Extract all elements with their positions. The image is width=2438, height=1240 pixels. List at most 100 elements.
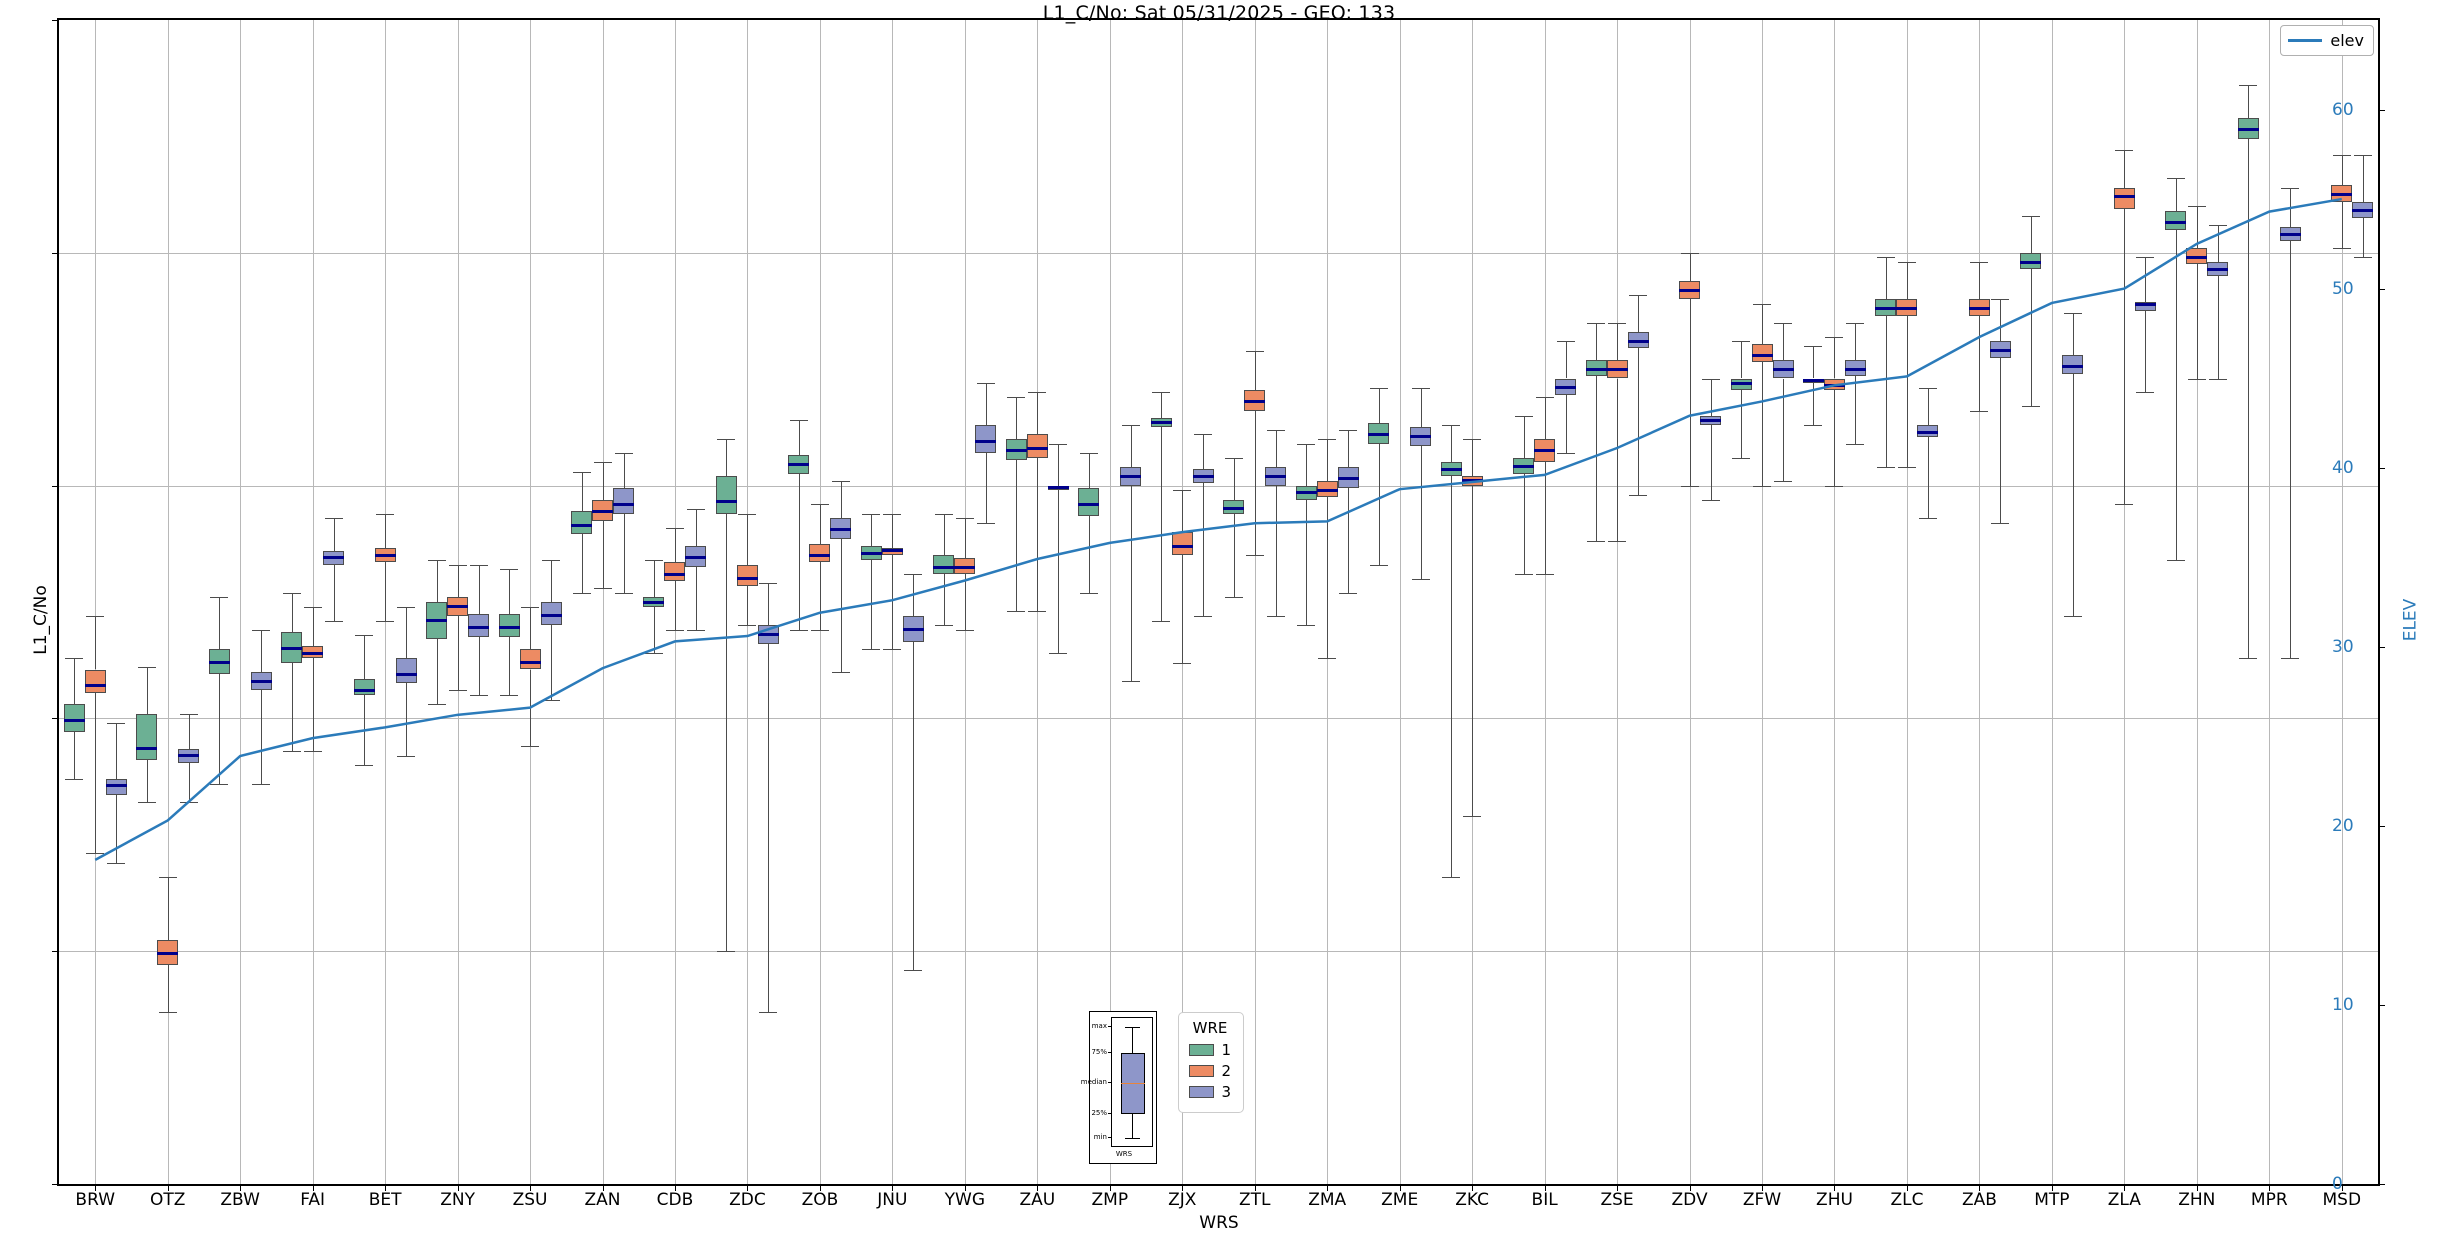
median-line [2113, 195, 2135, 199]
whisker-upper [623, 453, 625, 488]
median-line [498, 626, 520, 630]
y-tick-label-right: 0 [2332, 1174, 2343, 1194]
cap-max [500, 569, 519, 571]
cap-min [686, 629, 705, 631]
y-tick-label-right: 10 [2332, 994, 2354, 1015]
cap-min [521, 746, 540, 748]
x-tick-label-zma: ZMA [1308, 1190, 1347, 1210]
x-tick-mark [95, 1184, 97, 1191]
guide-cap-min [1125, 1138, 1140, 1139]
cap-min [2208, 378, 2227, 380]
gridline-vertical [2341, 20, 2343, 1184]
cap-max [1514, 415, 1533, 417]
boxplot-item [59, 20, 2378, 1184]
wre-legend-item-3[interactable]: 3 [1189, 1083, 1231, 1101]
wre-legend-swatch-2 [1189, 1065, 1215, 1077]
cap-max [1463, 439, 1482, 441]
cap-max [107, 723, 126, 725]
median-line [1606, 367, 1628, 371]
whisker-lower [146, 760, 148, 803]
wre-legend-rows: 1 2 3 [1189, 1041, 1231, 1101]
whisker-lower [291, 662, 293, 751]
gridline-vertical [1544, 20, 1546, 1184]
x-tick-label-zdc: ZDC [729, 1190, 766, 1210]
box-wre-2 [664, 562, 686, 582]
boxplot-item [59, 20, 2378, 1184]
whisker-upper [1130, 425, 1132, 467]
x-tick-mark [1834, 1184, 1836, 1191]
wre-legend[interactable]: WRE 1 2 3 [1178, 1012, 1244, 1113]
median-line [1730, 381, 1752, 385]
boxplot-item [59, 20, 2378, 1184]
box-wre-3 [395, 657, 417, 684]
whisker-lower [333, 564, 335, 621]
cap-max [976, 383, 995, 385]
cap-max [1245, 350, 1264, 352]
median-line [643, 600, 665, 604]
median-line [2352, 209, 2374, 213]
y-tick-label-right: 20 [2332, 815, 2354, 836]
guide-label-max: max [1091, 1022, 1107, 1030]
wre-legend-item-1[interactable]: 1 [1189, 1041, 1231, 1059]
plot-clip [59, 20, 2378, 1184]
cap-min [738, 625, 757, 627]
x-tick-label-zjx: ZJX [1168, 1190, 1197, 1210]
whisker-upper [2000, 299, 2002, 342]
cap-max [1224, 457, 1243, 459]
whisker-upper [1182, 490, 1184, 533]
cap-min [1732, 457, 1751, 459]
cap-max [376, 513, 395, 515]
x-tick-label-zme: ZME [1381, 1190, 1419, 1210]
median-line [540, 614, 562, 618]
cap-min [303, 750, 322, 752]
cap-min [862, 648, 881, 650]
whisker-lower [1596, 376, 1598, 542]
cap-max [789, 420, 808, 422]
gridline-vertical [530, 20, 532, 1184]
elev-legend[interactable]: elev [2280, 25, 2374, 56]
cap-min [614, 592, 633, 594]
whisker-lower [1834, 390, 1836, 486]
gridline-vertical [240, 20, 242, 1184]
whisker-lower [1016, 459, 1018, 612]
median-line [1078, 502, 1100, 506]
median-line [1917, 430, 1939, 434]
cap-max [1629, 294, 1648, 296]
whisker-lower [436, 639, 438, 705]
median-line [1627, 339, 1649, 343]
whisker-upper [478, 564, 480, 614]
x-tick-mark [167, 1184, 169, 1191]
whisker-upper [768, 583, 770, 626]
gridline-vertical [1399, 20, 1401, 1184]
cap-min [2353, 257, 2372, 259]
gridline-horizontal [59, 951, 2378, 953]
x-tick-mark [1327, 1184, 1329, 1191]
median-line [1316, 488, 1338, 492]
whisker-lower [406, 683, 408, 756]
x-tick-label-jnu: JNU [877, 1190, 908, 1210]
x-tick-mark [2051, 1184, 2053, 1191]
cap-min [2136, 392, 2155, 394]
cap-max [572, 471, 591, 473]
median-line [830, 528, 852, 532]
median-line [353, 688, 375, 692]
y-tick-mark-left [52, 252, 59, 254]
cap-max [1753, 304, 1772, 306]
whisker-lower [768, 643, 770, 1012]
guide-cap-max [1125, 1027, 1140, 1028]
box-wre-1 [2165, 210, 2187, 230]
median-line [2165, 221, 2187, 225]
median-line [1989, 349, 2011, 353]
whisker-upper [840, 480, 842, 519]
gridline-vertical [1762, 20, 1764, 1184]
whisker-upper [1565, 341, 1567, 379]
box-wre-1 [933, 555, 955, 575]
whisker-upper [1058, 443, 1060, 486]
whisker-upper [1451, 425, 1453, 463]
cap-min [137, 802, 156, 804]
x-tick-label-zsu: ZSU [512, 1190, 548, 1210]
whisker-lower [1130, 485, 1132, 682]
y-tick-mark-left [52, 718, 59, 720]
median-line [685, 556, 707, 560]
wre-legend-item-2[interactable]: 2 [1189, 1062, 1231, 1080]
